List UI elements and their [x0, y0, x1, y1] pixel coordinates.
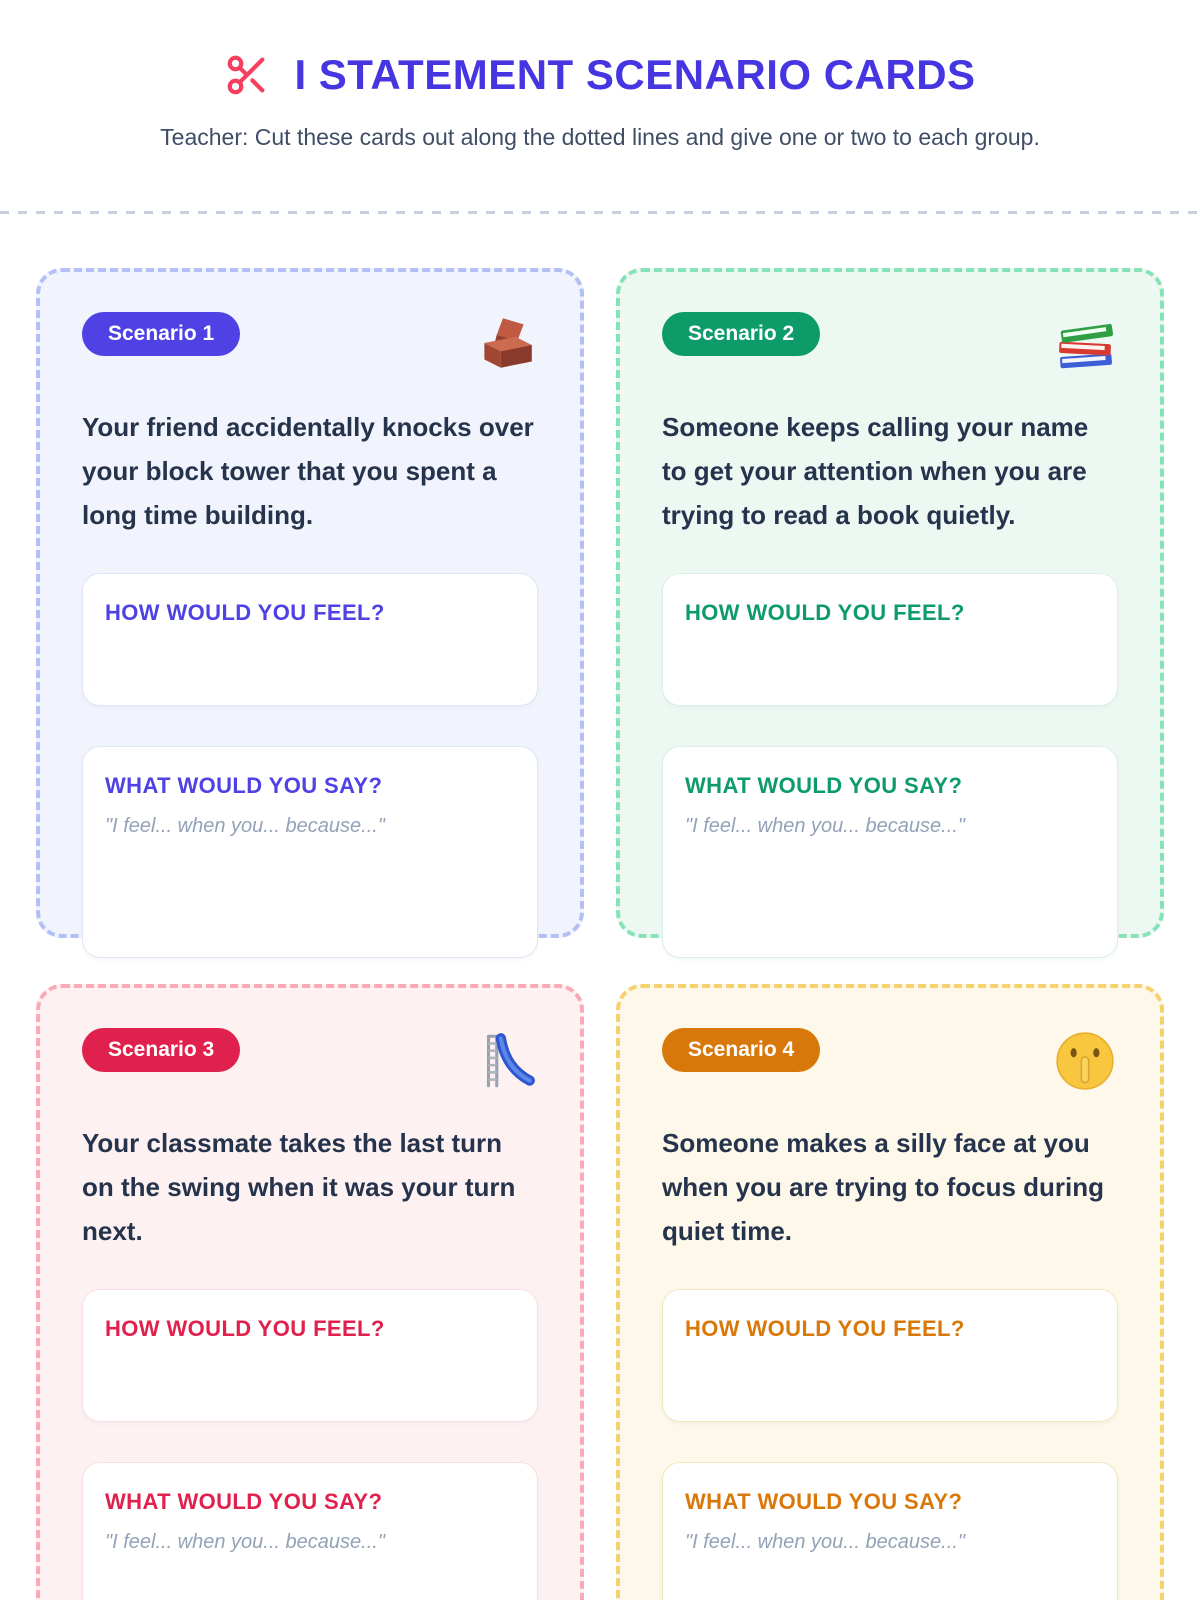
scenario-badge: Scenario 2: [662, 312, 821, 357]
say-answer-box: WHAT WOULD YOU SAY? "I feel... when you.…: [662, 1462, 1118, 1600]
say-label: WHAT WOULD YOU SAY?: [685, 1489, 963, 1515]
cut-separator-line: [0, 211, 1200, 215]
feel-label: HOW WOULD YOU FEEL?: [105, 1316, 385, 1342]
cards-grid: Scenario 1 Your friend accidentally knoc…: [0, 268, 1200, 1600]
scenario-card: Scenario 1 Your friend accidentally knoc…: [36, 268, 584, 959]
feel-label: HOW WOULD YOU FEEL?: [105, 600, 385, 626]
slide-icon: [486, 1033, 535, 1088]
say-placeholder: "I feel... when you... because...": [105, 1531, 385, 1554]
scenario-text: Someone makes a silly face at you when y…: [662, 1128, 1105, 1246]
say-answer-box: WHAT WOULD YOU SAY? "I feel... when you.…: [82, 746, 538, 959]
scenario-card: Scenario 3 Your classmate takes the last…: [36, 984, 584, 1600]
shushing-face-icon: [1056, 1032, 1114, 1090]
card-top-row: Scenario 2: [662, 312, 1118, 378]
scenario-card: Scenario 2: [616, 268, 1164, 959]
feel-label: HOW WOULD YOU FEEL?: [685, 1316, 965, 1342]
say-answer-box: WHAT WOULD YOU SAY? "I feel... when you.…: [662, 746, 1118, 959]
feel-answer-box: HOW WOULD YOU FEEL?: [662, 573, 1118, 707]
feel-answer-box: HOW WOULD YOU FEEL?: [662, 1289, 1118, 1423]
say-answer-box: WHAT WOULD YOU SAY? "I feel... when you.…: [82, 1462, 538, 1600]
books-icon: [1059, 324, 1114, 369]
title-row: I STATEMENT SCENARIO CARDS: [0, 51, 1200, 98]
say-label: WHAT WOULD YOU SAY?: [105, 773, 383, 799]
bricks-icon: [484, 318, 532, 368]
scissors-icon: [224, 52, 270, 98]
scenario-text: Someone keeps calling your name to get y…: [662, 412, 1089, 530]
feel-answer-box: HOW WOULD YOU FEEL?: [82, 573, 538, 707]
scenario-badge: Scenario 1: [82, 312, 241, 357]
feel-answer-box: HOW WOULD YOU FEEL?: [82, 1289, 538, 1423]
scenario-card: Scenario 4 Someone makes a silly face at…: [616, 984, 1164, 1600]
page-subtitle: Teacher: Cut these cards out along the d…: [160, 124, 1040, 151]
card-top-row: Scenario 4: [662, 1028, 1118, 1094]
say-placeholder: "I feel... when you... because...": [105, 815, 385, 838]
feel-label: HOW WOULD YOU FEEL?: [685, 600, 965, 626]
page-title: I STATEMENT SCENARIO CARDS: [294, 51, 976, 98]
say-label: WHAT WOULD YOU SAY?: [105, 1489, 383, 1515]
scenario-badge: Scenario 4: [662, 1028, 821, 1073]
scenario-text: Your friend accidentally knocks over you…: [82, 412, 534, 530]
say-placeholder: "I feel... when you... because...": [685, 1531, 965, 1554]
say-label: WHAT WOULD YOU SAY?: [685, 773, 963, 799]
card-top-row: Scenario 3: [82, 1028, 538, 1094]
scenario-badge: Scenario 3: [82, 1028, 241, 1073]
card-top-row: Scenario 1: [82, 312, 538, 378]
scenario-text: Your classmate takes the last turn on th…: [82, 1128, 516, 1246]
say-placeholder: "I feel... when you... because...": [685, 815, 965, 838]
page-header: I STATEMENT SCENARIO CARDS Teacher: Cut …: [0, 51, 1200, 151]
